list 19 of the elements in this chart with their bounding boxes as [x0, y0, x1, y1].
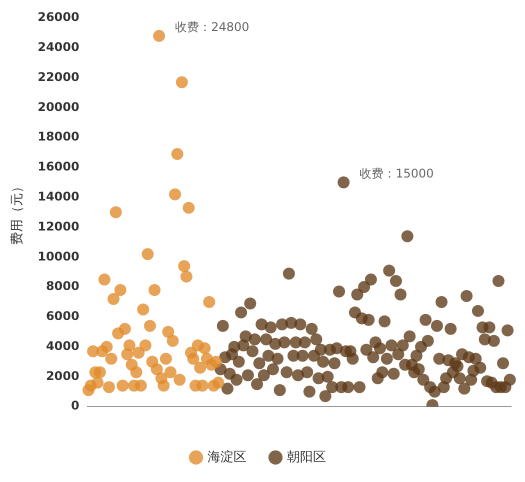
- legend-label: 朝阳区: [287, 450, 326, 465]
- y-tick-label: 20000: [38, 100, 80, 114]
- y-tick-label: 22000: [38, 70, 80, 84]
- y-tick-label: 18000: [38, 130, 80, 144]
- annotation: 收费：24800: [175, 20, 250, 34]
- y-tick-label: 16000: [38, 160, 80, 174]
- y-tick-label: 0: [70, 398, 80, 413]
- y-tick-label: 8000: [46, 279, 80, 294]
- y-axis-title: 费用（元）: [10, 180, 26, 245]
- y-tick-label: 12000: [38, 219, 80, 234]
- annotation: 收费：15000: [360, 166, 434, 181]
- y-tick-label: 10000: [38, 249, 80, 264]
- y-tick-label: 14000: [38, 189, 80, 204]
- y-tick-label: 4000: [46, 338, 80, 353]
- legend-label: 海淀区: [208, 450, 246, 465]
- y-tick-label: 26000: [38, 10, 80, 24]
- y-tick-label: 24000: [38, 40, 80, 54]
- y-tick-label: 6000: [46, 309, 80, 324]
- y-tick-label: 2000: [46, 368, 80, 383]
